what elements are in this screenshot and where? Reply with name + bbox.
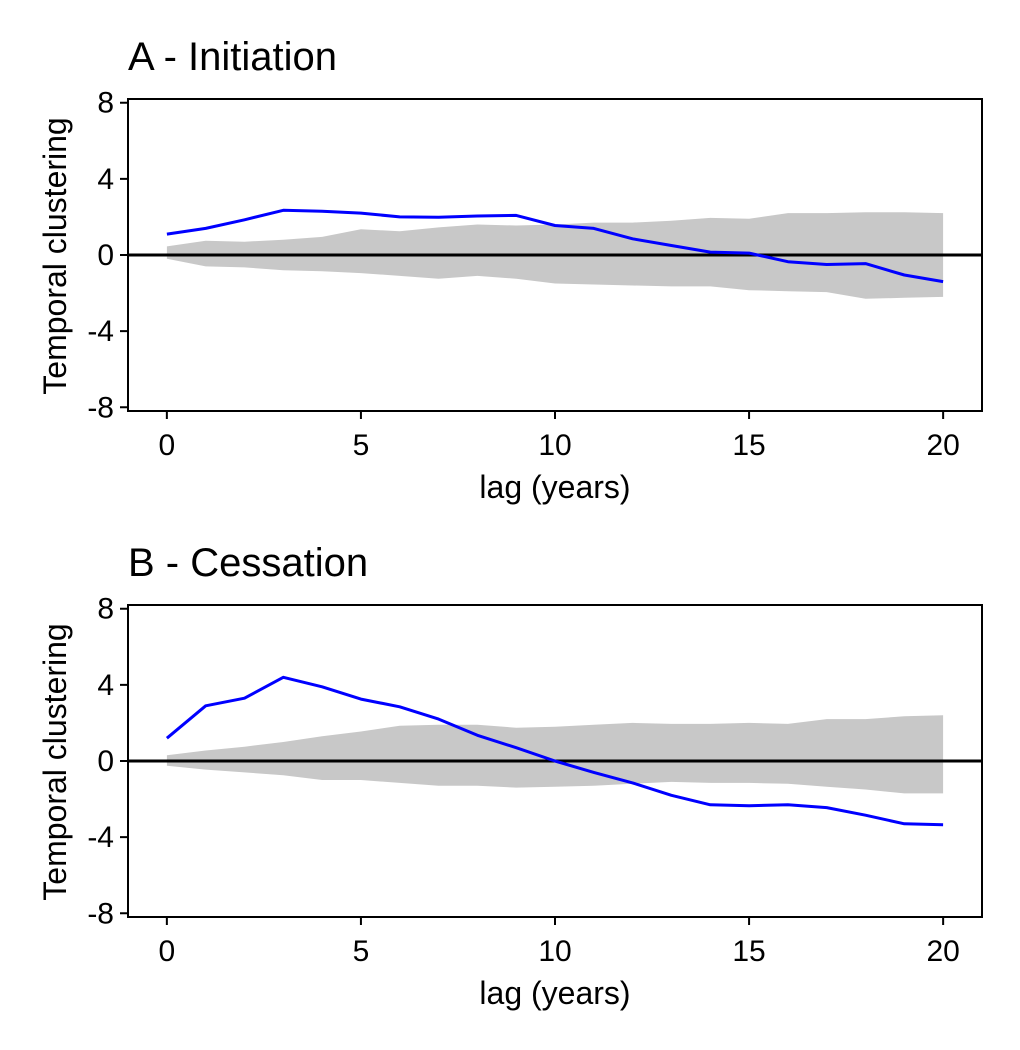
confidence-band-layer [166, 715, 944, 794]
y-ticks-layer: -8 -4 0 4 8 [87, 593, 128, 930]
y-tick-label: 8 [97, 593, 114, 626]
x-axis-title: lag (years) [479, 975, 630, 1011]
y-tick-label: -4 [87, 821, 114, 854]
x-ticks-layer: 0 5 10 15 20 [159, 411, 960, 462]
y-tick-label: 0 [97, 239, 114, 272]
y-tick-label: -8 [87, 897, 114, 930]
y-axis-title: Temporal clustering [37, 623, 73, 900]
panel-title: A - Initiation [128, 35, 337, 79]
y-tick-label: 4 [97, 669, 114, 702]
series-line [166, 208, 944, 284]
y-tick-label: 0 [97, 745, 114, 778]
y-tick-label: 4 [97, 163, 114, 196]
x-tick-label: 15 [732, 429, 765, 462]
y-tick-label: 8 [97, 87, 114, 120]
x-tick-label: 0 [159, 935, 176, 968]
panel-cessation: B - Cessation -8 -4 0 4 8 0 5 10 15 20 lag (year… [37, 541, 983, 1011]
x-tick-label: 15 [732, 935, 765, 968]
series-line [165, 675, 944, 827]
series-line-layer [165, 675, 944, 827]
x-tick-label: 5 [353, 429, 370, 462]
series-line-layer [166, 208, 944, 284]
x-tick-label: 10 [538, 429, 571, 462]
panel-initiation: A - Initiation -8 -4 0 4 8 0 5 10 15 20 lag (yea… [37, 35, 983, 505]
x-tick-label: 0 [159, 429, 176, 462]
x-ticks-layer: 0 5 10 15 20 [159, 917, 960, 968]
x-tick-label: 5 [353, 935, 370, 968]
x-tick-label: 20 [926, 935, 959, 968]
confidence-band [166, 715, 944, 794]
x-tick-label: 20 [926, 429, 959, 462]
y-tick-label: -4 [87, 315, 114, 348]
panel-title: B - Cessation [128, 541, 368, 585]
x-axis-title: lag (years) [479, 469, 630, 505]
y-axis-title: Temporal clustering [37, 117, 73, 394]
y-ticks-layer: -8 -4 0 4 8 [87, 87, 128, 424]
y-tick-label: -8 [87, 391, 114, 424]
x-tick-label: 10 [538, 935, 571, 968]
